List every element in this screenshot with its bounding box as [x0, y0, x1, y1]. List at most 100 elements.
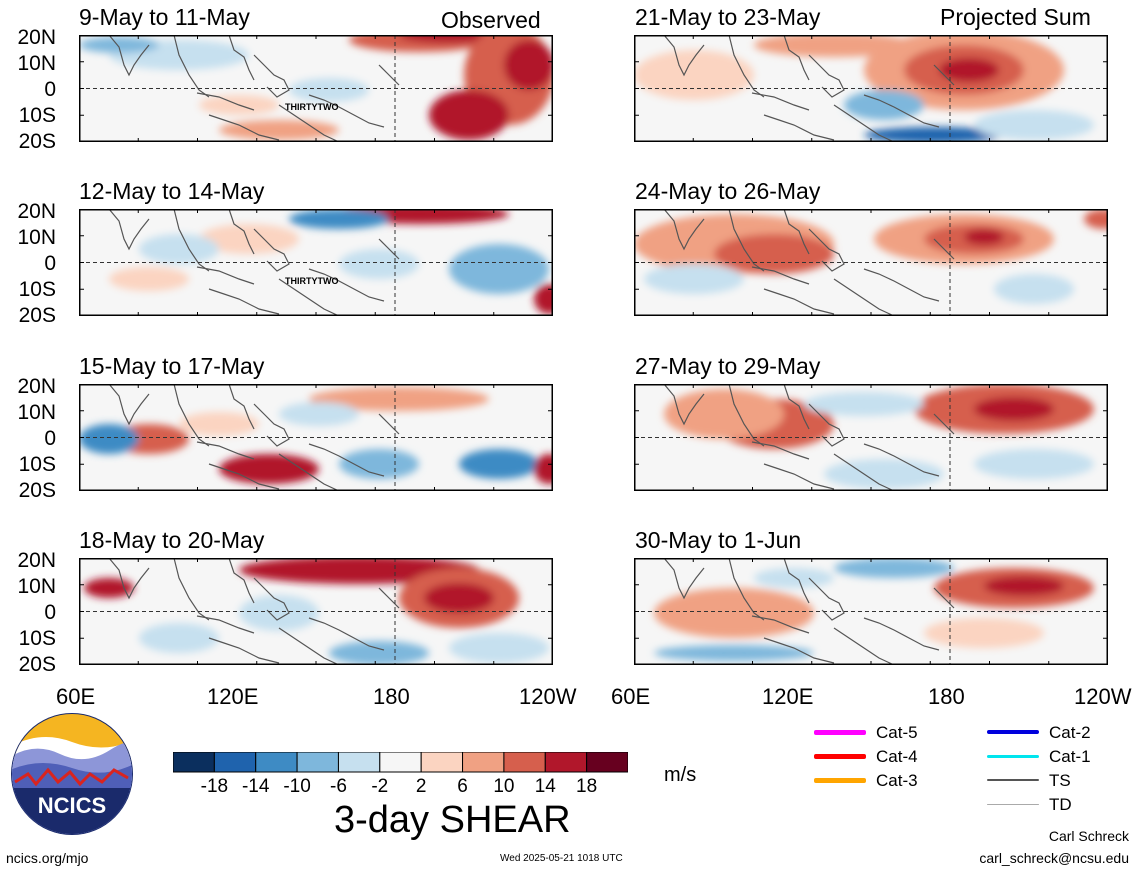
lat-label-0: 0 — [44, 78, 56, 101]
colorbar-tick-label: 2 — [415, 776, 427, 797]
shear-contour — [984, 576, 1064, 596]
lat-label-0: 0 — [44, 427, 56, 450]
colorbar-swatch — [586, 751, 629, 773]
panel-title-right-4: 30-May to 1-Jun — [635, 527, 802, 553]
map-panel-right-1 — [634, 35, 1108, 142]
shear-contour — [399, 35, 499, 43]
legend-line-cat-1 — [987, 755, 1039, 758]
shear-contour — [964, 229, 1004, 245]
coastlines — [663, 384, 955, 491]
colorbar-tick-label: 18 — [576, 776, 598, 797]
storm-label-2: THIRTYTWO — [285, 276, 339, 286]
lat-label-10n: 10N — [17, 52, 56, 75]
shear-contour — [864, 127, 1004, 142]
shear-contour — [804, 392, 924, 416]
map-panel-right-4 — [634, 558, 1108, 665]
shear-contour — [279, 402, 359, 426]
lon-label-60e-right: 60E — [611, 684, 651, 709]
panel-title-right-2: 24-May to 26-May — [635, 178, 821, 204]
shear-contour — [79, 37, 159, 53]
shear-contour — [449, 633, 549, 663]
lat-label-20s: 20S — [18, 479, 56, 502]
shear-contour — [139, 623, 219, 653]
colorbar-swatch — [213, 751, 257, 773]
legend-line-cat-2 — [987, 730, 1039, 734]
lat-label-10s: 10S — [18, 104, 56, 127]
colorbar-swatch — [337, 751, 381, 773]
legend-label-cat-1: Cat-1 — [1049, 747, 1091, 766]
lat-label-20n: 20N — [17, 549, 56, 572]
ncics-logo-text: NCICS — [38, 793, 106, 818]
coastlines — [663, 209, 955, 316]
colorbar-swatch — [420, 751, 464, 773]
colorbar-tick-label: 6 — [457, 776, 468, 797]
footer-url[interactable]: ncics.org/mjo — [6, 850, 89, 866]
lat-label-10s: 10S — [18, 453, 56, 476]
legend-line-td — [987, 804, 1039, 805]
lat-label-20s: 20S — [18, 130, 56, 153]
shear-contour — [309, 387, 489, 411]
shear-contour — [289, 209, 389, 229]
colorbar-tick-label: 10 — [493, 776, 515, 797]
map-panel-left-3 — [79, 384, 553, 491]
lon-label-120w: 120W — [519, 684, 577, 709]
ncics-logo: NCICS — [10, 712, 134, 836]
panel-title-left-4: 18-May to 20-May — [79, 527, 265, 553]
shear-contour — [219, 454, 319, 484]
coastlines — [663, 35, 955, 142]
shear-contour — [139, 234, 219, 264]
map-panel-left-2 — [79, 209, 553, 316]
lat-label-10s: 10S — [18, 627, 56, 650]
lat-label-20n: 20N — [17, 26, 56, 49]
map-panel-left-4 — [79, 558, 553, 665]
colorbar-tick-label: -6 — [330, 776, 347, 797]
footer-email[interactable]: carl_schreck@ncsu.edu — [979, 850, 1129, 866]
panel-title-right-1: 21-May to 23-May — [635, 4, 821, 30]
colorbar — [172, 751, 629, 779]
shear-contour — [179, 412, 259, 436]
coastlines — [108, 35, 400, 142]
colorbar-swatch — [255, 751, 298, 773]
colorbar-title: 3-day SHEAR — [334, 799, 571, 841]
colorbar-swatch — [172, 751, 215, 773]
shear-contour — [534, 454, 553, 484]
legend-label-cat-5: Cat-5 — [876, 723, 918, 742]
lat-label-0: 0 — [44, 601, 56, 624]
colorbar-tick-label: -2 — [371, 776, 389, 797]
shear-contour — [459, 449, 539, 479]
colorbar-swatch — [296, 751, 339, 773]
legend-line-cat-5 — [814, 730, 866, 735]
lon-label-120e: 120E — [207, 684, 259, 709]
lat-label-20n: 20N — [17, 375, 56, 398]
shear-contour — [339, 449, 419, 479]
shear-contour — [924, 618, 1044, 648]
shear-contour — [634, 50, 754, 100]
lat-label-10n: 10N — [17, 401, 56, 424]
colorbar-tick-label: -14 — [241, 776, 270, 797]
legend-label-td: TD — [1049, 795, 1072, 814]
shear-contour — [449, 244, 549, 294]
panel-title-left-3: 15-May to 17-May — [79, 353, 265, 379]
shear-contour — [834, 558, 954, 578]
shear-contour — [339, 249, 419, 279]
projected-sum-label: Projected Sum — [940, 4, 1091, 30]
shear-contour — [84, 578, 134, 598]
colorbar-swatch — [503, 751, 546, 773]
shear-contour — [844, 90, 924, 120]
panel-title-left-1: 9-May to 11-May — [79, 4, 250, 30]
shear-contour — [109, 267, 189, 291]
colorbar-tick-label: 14 — [534, 776, 556, 797]
legend-label-cat-2: Cat-2 — [1049, 723, 1091, 742]
coastlines — [108, 558, 400, 665]
lon-label-60e: 60E — [56, 684, 96, 709]
shear-contour — [1084, 209, 1108, 229]
shear-contour — [654, 588, 814, 638]
shear-contour — [974, 397, 1054, 421]
shear-contour — [644, 264, 744, 294]
observed-label: Observed — [441, 7, 541, 33]
shear-contour — [664, 389, 784, 439]
colorbar-tick-label: -10 — [283, 776, 311, 797]
shear-contour — [239, 595, 319, 631]
coastlines — [663, 558, 955, 665]
shear-contour — [199, 224, 299, 254]
